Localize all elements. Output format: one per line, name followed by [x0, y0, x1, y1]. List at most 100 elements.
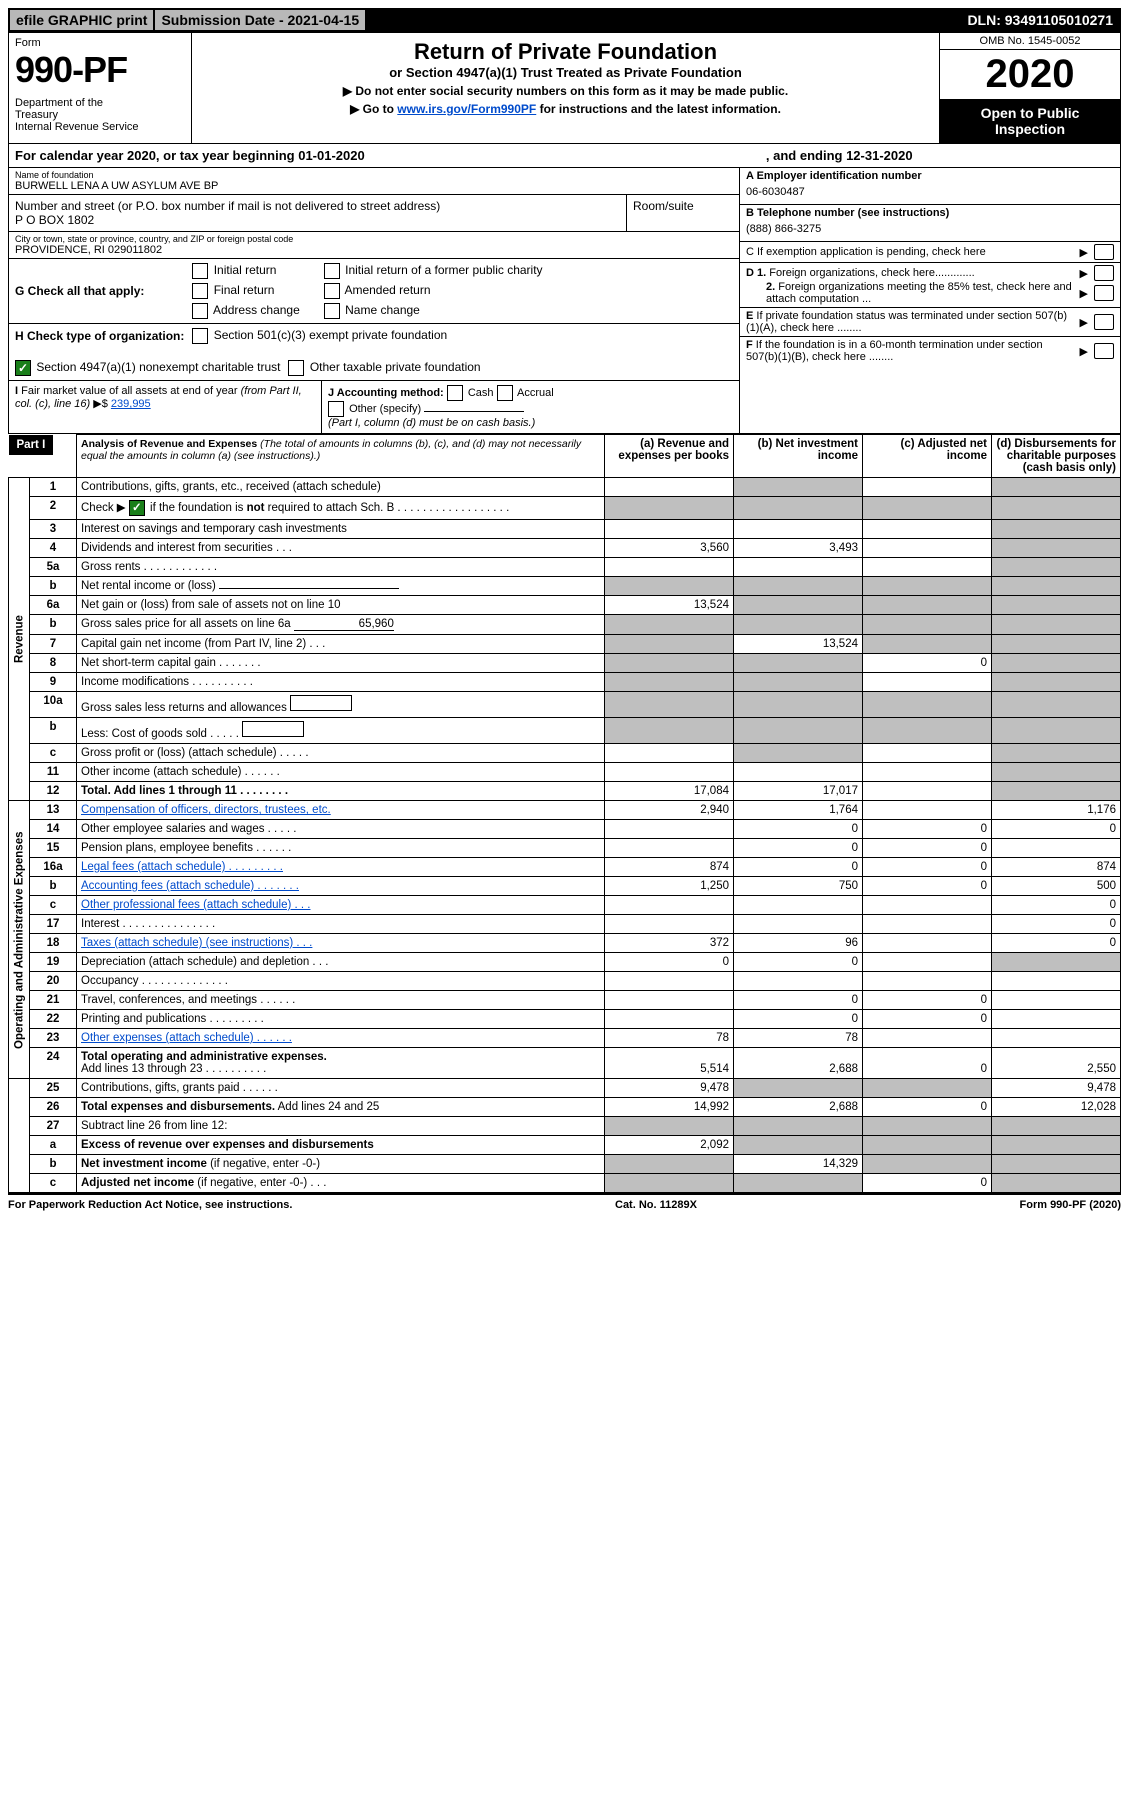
- link-16a[interactable]: Legal fees (attach schedule) . . . . . .…: [81, 861, 283, 873]
- phone-value: (888) 866-3275: [746, 219, 1114, 239]
- omb: OMB No. 1545-0052: [940, 33, 1120, 50]
- chk-f[interactable]: [1094, 343, 1114, 359]
- header-row: Form 990-PF Department of theTreasuryInt…: [8, 32, 1121, 144]
- fmv-link[interactable]: 239,995: [111, 398, 151, 410]
- row-8: 8Net short-term capital gain . . . . . .…: [9, 654, 1121, 673]
- row-7: 7Capital gain net income (from Part IV, …: [9, 635, 1121, 654]
- link-18[interactable]: Taxes (attach schedule) (see instruction…: [81, 937, 312, 949]
- chk-address[interactable]: Address change: [192, 303, 299, 319]
- chk-final[interactable]: Final return: [192, 283, 299, 299]
- row-15: 15Pension plans, employee benefits . . .…: [9, 839, 1121, 858]
- chk-d1[interactable]: [1094, 265, 1114, 281]
- instr-2: ▶ Go to www.irs.gov/Form990PF for instru…: [232, 102, 899, 116]
- chk-amended[interactable]: Amended return: [324, 283, 543, 299]
- topbar: efile GRAPHIC print Submission Date - 20…: [8, 8, 1121, 32]
- instr2-pre: ▶ Go to: [350, 102, 397, 116]
- part1-title: Analysis of Revenue and Expenses: [81, 438, 257, 450]
- chk-schb[interactable]: ✓: [129, 500, 145, 516]
- row-10b: bLess: Cost of goods sold . . . . .: [9, 718, 1121, 744]
- addr-label: Number and street (or P.O. box number if…: [15, 199, 620, 213]
- link-13[interactable]: Compensation of officers, directors, tru…: [81, 804, 331, 816]
- footer-left: For Paperwork Reduction Act Notice, see …: [8, 1199, 292, 1211]
- e-cell: E If private foundation status was termi…: [740, 308, 1120, 337]
- chk-initial[interactable]: Initial return: [192, 263, 299, 279]
- g-label: G Check all that apply:: [15, 284, 144, 298]
- col-a-header: (a) Revenue and expenses per books: [605, 435, 734, 478]
- row-18: 18Taxes (attach schedule) (see instructi…: [9, 934, 1121, 953]
- chk-e[interactable]: [1094, 314, 1114, 330]
- footer-center: Cat. No. 11289X: [615, 1199, 697, 1211]
- link-23[interactable]: Other expenses (attach schedule) . . . .…: [81, 1032, 292, 1044]
- col-b-header: (b) Net investment income: [734, 435, 863, 478]
- row-19: 19Depreciation (attach schedule) and dep…: [9, 953, 1121, 972]
- row-1: Revenue 1Contributions, gifts, grants, e…: [9, 478, 1121, 497]
- row-12: 12Total. Add lines 1 through 11 . . . . …: [9, 782, 1121, 801]
- row-16c: cOther professional fees (attach schedul…: [9, 896, 1121, 915]
- phone-label: B Telephone number (see instructions): [746, 207, 949, 219]
- row-10a: 10aGross sales less returns and allowanc…: [9, 692, 1121, 718]
- d-cell: D 1. Foreign organizations, check here..…: [740, 263, 1120, 308]
- open-public: Open to Public Inspection: [940, 99, 1120, 143]
- row-3: 3Interest on savings and temporary cash …: [9, 520, 1121, 539]
- row-16a: 16aLegal fees (attach schedule) . . . . …: [9, 858, 1121, 877]
- calendar-ending: , and ending 12-31-2020: [565, 148, 1115, 163]
- dln: DLN: 93491105010271: [367, 10, 1119, 30]
- chk-name[interactable]: Name change: [324, 303, 543, 319]
- row-21: 21Travel, conferences, and meetings . . …: [9, 991, 1121, 1010]
- efile-label[interactable]: efile GRAPHIC print: [10, 10, 155, 30]
- col-d-header: (d) Disbursements for charitable purpose…: [992, 435, 1121, 478]
- f-cell: F If the foundation is in a 60-month ter…: [740, 337, 1120, 365]
- row-11: 11Other income (attach schedule) . . . .…: [9, 763, 1121, 782]
- year-box: OMB No. 1545-0052 2020 Open to Public In…: [939, 33, 1120, 143]
- chk-cash[interactable]: Cash: [447, 387, 494, 399]
- chk-c[interactable]: [1094, 244, 1114, 260]
- row-14: 14Other employee salaries and wages . . …: [9, 820, 1121, 839]
- chk-other-tax[interactable]: Other taxable private foundation: [288, 360, 480, 376]
- row-24: 24Total operating and administrative exp…: [9, 1048, 1121, 1079]
- row-27a: aExcess of revenue over expenses and dis…: [9, 1136, 1121, 1155]
- instr2-post: for instructions and the latest informat…: [536, 102, 781, 116]
- ein-label: A Employer identification number: [746, 170, 922, 182]
- row-13: Operating and Administrative Expenses 13…: [9, 801, 1121, 820]
- h-label: H Check type of organization:: [15, 329, 184, 343]
- c-cell: C If exemption application is pending, c…: [740, 242, 1120, 263]
- name-cell: Name of foundation BURWELL LENA A UW ASY…: [9, 168, 739, 195]
- part1-table: Part I Analysis of Revenue and Expenses …: [8, 434, 1121, 1193]
- j-note: (Part I, column (d) must be on cash basi…: [328, 417, 535, 429]
- info-grid: Name of foundation BURWELL LENA A UW ASY…: [8, 168, 1121, 434]
- c-label: C If exemption application is pending, c…: [746, 246, 1074, 258]
- j-label: J Accounting method:: [328, 387, 444, 399]
- room-label: Room/suite: [633, 199, 733, 213]
- foundation-city: PROVIDENCE, RI 029011802: [15, 244, 733, 256]
- section-g: G Check all that apply: Initial return I…: [9, 259, 739, 324]
- instr-1: ▶ Do not enter social security numbers o…: [232, 84, 899, 98]
- link-16c[interactable]: Other professional fees (attach schedule…: [81, 899, 310, 911]
- sub-title: or Section 4947(a)(1) Trust Treated as P…: [232, 65, 899, 80]
- chk-initial-former[interactable]: Initial return of a former public charit…: [324, 263, 543, 279]
- submission-date: Submission Date - 2021-04-15: [155, 10, 367, 30]
- row-27: 27Subtract line 26 from line 12:: [9, 1117, 1121, 1136]
- info-left: Name of foundation BURWELL LENA A UW ASY…: [9, 168, 739, 433]
- row-6b: bGross sales price for all assets on lin…: [9, 615, 1121, 635]
- year: 2020: [940, 50, 1120, 99]
- chk-accrual[interactable]: Accrual: [497, 387, 554, 399]
- row-25: 25Contributions, gifts, grants paid . . …: [9, 1079, 1121, 1098]
- row-5b: bNet rental income or (loss): [9, 577, 1121, 596]
- form-number-box: Form 990-PF Department of theTreasuryInt…: [9, 33, 192, 143]
- chk-other[interactable]: Other (specify): [328, 403, 421, 415]
- city-label: City or town, state or province, country…: [15, 234, 733, 244]
- revenue-label: Revenue: [9, 478, 30, 801]
- row-26: 26Total expenses and disbursements. Add …: [9, 1098, 1121, 1117]
- irs-link[interactable]: www.irs.gov/Form990PF: [397, 102, 536, 116]
- chk-d2[interactable]: [1094, 285, 1114, 301]
- row-10c: cGross profit or (loss) (attach schedule…: [9, 744, 1121, 763]
- footer-right: Form 990-PF (2020): [1020, 1199, 1122, 1211]
- row-23: 23Other expenses (attach schedule) . . .…: [9, 1029, 1121, 1048]
- phone-cell: B Telephone number (see instructions) (8…: [740, 205, 1120, 242]
- form-word: Form: [15, 37, 185, 49]
- calendar-text: For calendar year 2020, or tax year begi…: [15, 148, 565, 163]
- chk-4947[interactable]: ✓ Section 4947(a)(1) nonexempt charitabl…: [15, 360, 280, 376]
- section-i: I Fair market value of all assets at end…: [9, 381, 322, 433]
- link-16b[interactable]: Accounting fees (attach schedule) . . . …: [81, 880, 299, 892]
- chk-501c3[interactable]: Section 501(c)(3) exempt private foundat…: [192, 328, 447, 344]
